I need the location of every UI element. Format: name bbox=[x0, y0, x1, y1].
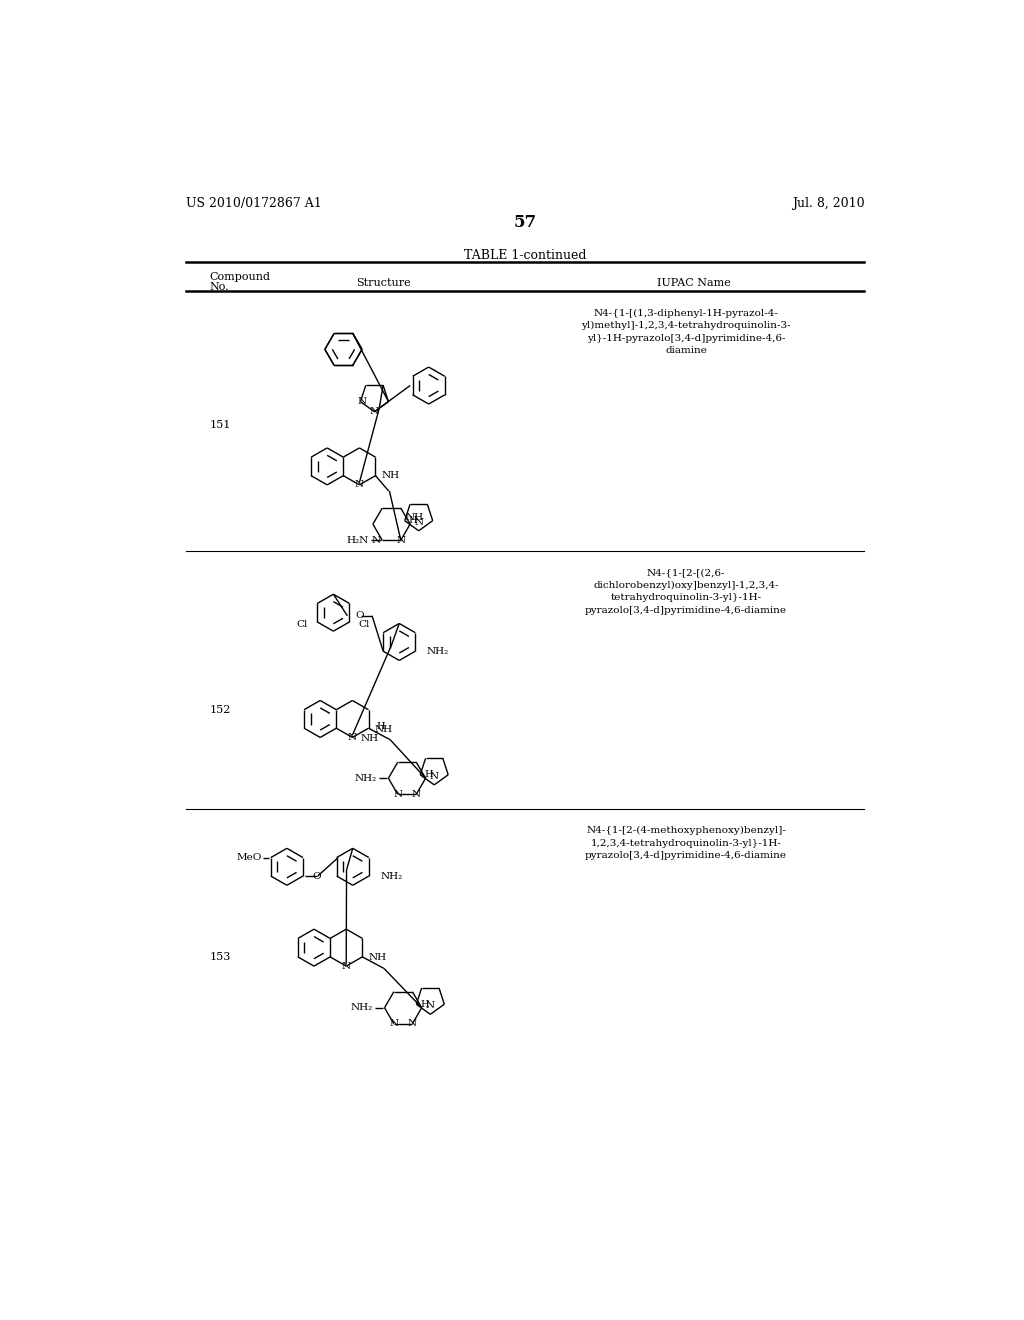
Text: NH: NH bbox=[375, 726, 393, 734]
Text: O: O bbox=[312, 871, 321, 880]
Text: Structure: Structure bbox=[356, 277, 411, 288]
Text: NH: NH bbox=[406, 513, 424, 523]
Text: N: N bbox=[412, 789, 421, 799]
Text: H: H bbox=[376, 722, 385, 730]
Text: NH₂: NH₂ bbox=[381, 871, 402, 880]
Text: MeO: MeO bbox=[237, 853, 261, 862]
Text: TABLE 1-continued: TABLE 1-continued bbox=[464, 249, 586, 263]
Text: N: N bbox=[396, 536, 406, 545]
Text: H: H bbox=[424, 771, 433, 779]
Text: N4-{1-[2-(4-methoxyphenoxy)benzyl]-
1,2,3,4-tetrahydroquinolin-3-yl}-1H-
pyrazol: N4-{1-[2-(4-methoxyphenoxy)benzyl]- 1,2,… bbox=[585, 826, 787, 861]
Text: N: N bbox=[355, 480, 364, 490]
Text: N4-{1-[(1,3-diphenyl-1H-pyrazol-4-
yl)methyl]-1,2,3,4-tetrahydroquinolin-3-
yl}-: N4-{1-[(1,3-diphenyl-1H-pyrazol-4- yl)me… bbox=[582, 309, 791, 355]
Text: O: O bbox=[355, 611, 364, 620]
Text: 153: 153 bbox=[209, 952, 230, 961]
Text: N: N bbox=[370, 408, 379, 416]
Text: NH₂: NH₂ bbox=[354, 774, 377, 783]
Text: 151: 151 bbox=[209, 420, 230, 430]
Text: Compound: Compound bbox=[209, 272, 270, 282]
Text: H: H bbox=[420, 999, 429, 1008]
Text: NH₂: NH₂ bbox=[350, 1003, 373, 1012]
Text: NH: NH bbox=[382, 471, 399, 480]
Text: NH: NH bbox=[369, 953, 387, 961]
Text: 152: 152 bbox=[209, 705, 230, 715]
Text: H: H bbox=[409, 516, 417, 525]
Text: Cl: Cl bbox=[358, 620, 370, 628]
Text: N4-{1-[2-[(2,6-
dichlorobenzyl)oxy]benzyl]-1,2,3,4-
tetrahydroquinolin-3-yl}-1H-: N4-{1-[2-[(2,6- dichlorobenzyl)oxy]benzy… bbox=[585, 568, 787, 615]
Text: 57: 57 bbox=[513, 214, 537, 231]
Text: N: N bbox=[357, 397, 367, 407]
Text: Jul. 8, 2010: Jul. 8, 2010 bbox=[792, 197, 864, 210]
Text: US 2010/0172867 A1: US 2010/0172867 A1 bbox=[186, 197, 322, 210]
Text: N: N bbox=[426, 1002, 435, 1011]
Text: N: N bbox=[348, 733, 357, 742]
Text: N: N bbox=[430, 772, 438, 781]
Text: NH: NH bbox=[360, 734, 379, 743]
Text: N: N bbox=[408, 1019, 417, 1028]
Text: IUPAC Name: IUPAC Name bbox=[656, 277, 731, 288]
Text: H₂N: H₂N bbox=[346, 536, 369, 545]
Text: N: N bbox=[393, 789, 402, 799]
Text: N: N bbox=[342, 962, 351, 970]
Text: Cl: Cl bbox=[297, 620, 308, 628]
Text: No.: No. bbox=[209, 281, 229, 292]
Text: N: N bbox=[414, 517, 423, 527]
Text: NH₂: NH₂ bbox=[427, 647, 450, 656]
Text: N: N bbox=[372, 536, 381, 545]
Text: N: N bbox=[389, 1019, 398, 1028]
